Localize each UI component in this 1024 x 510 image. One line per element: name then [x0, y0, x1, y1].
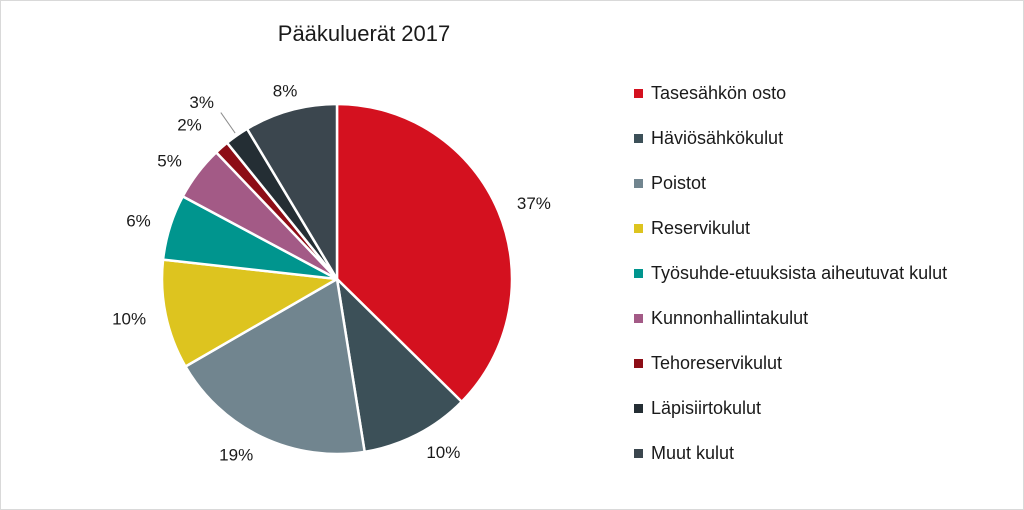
legend-label: Työsuhde-etuuksista aiheutuvat kulut: [651, 263, 948, 283]
slice-label-tehoreservikulut: 2%: [177, 115, 202, 134]
chart-title: Pääkuluerät 2017: [277, 21, 451, 46]
legend-swatch: [634, 359, 643, 368]
pie-slice-tasesahkon-osto: [335, 102, 514, 404]
pie-slice-poistot: [184, 277, 366, 456]
legend-item-lapisiirtokulut: Läpisiirtokulut: [634, 386, 947, 431]
legend-item-muut-kulut: Muut kulut: [634, 431, 947, 476]
slice-label-tyosuhde-etuuksista-aiheutuvat-kulut: 6%: [126, 212, 151, 231]
legend-swatch: [634, 404, 643, 413]
legend-label: Tasesähkön osto: [651, 83, 787, 103]
legend-swatch: [634, 224, 643, 233]
slice-label-tasesahkon-osto: 37%: [517, 194, 551, 213]
legend-label: Poistot: [651, 173, 707, 193]
legend-item-tyosuhde-etuuksista-aiheutuvat-kulut: Työsuhde-etuuksista aiheutuvat kulut: [634, 251, 947, 296]
slice-label-kunnonhallintakulut: 5%: [157, 151, 182, 170]
legend-swatch: [634, 449, 643, 458]
legend-swatch: [634, 314, 643, 323]
pie-slice-muut-kulut: [245, 102, 339, 281]
slice-label-reservikulut: 10%: [112, 309, 146, 328]
legend-label: Reservikulut: [651, 218, 751, 238]
legend-swatch: [634, 134, 643, 143]
legend-label: Kunnonhallintakulut: [651, 308, 809, 328]
legend-swatch: [634, 89, 643, 98]
slice-label-poistot: 19%: [219, 446, 253, 465]
legend-label: Häviösähkökulut: [651, 128, 784, 148]
pie-slice-reservikulut: [160, 258, 339, 368]
leader-line-lapisiirtokulut: [220, 112, 236, 134]
legend-item-kunnonhallintakulut: Kunnonhallintakulut: [634, 296, 947, 341]
leader-lines: [220, 112, 236, 134]
legend-item-reservikulut: Reservikulut: [634, 206, 947, 251]
legend-item-haviosahkokulut: Häviösähkökulut: [634, 116, 947, 161]
slice-labels: 37% 10% 19% 10% 6% 5% 2% 3% 8%: [112, 82, 551, 465]
pie-slices: [160, 102, 514, 456]
slice-label-haviosahkokulut: 10%: [426, 443, 460, 462]
pie-slice-haviosahkokulut: [335, 277, 463, 454]
legend: Tasesähkön osto Häviösähkökulut Poistot Res…: [634, 71, 947, 476]
legend-swatch: [634, 269, 643, 278]
legend-label: Tehoreservikulut: [651, 353, 783, 373]
slice-label-muut-kulut: 8%: [273, 82, 298, 101]
legend-swatch: [634, 179, 643, 188]
legend-item-tehoreservikulut: Tehoreservikulut: [634, 341, 947, 386]
legend-label: Läpisiirtokulut: [651, 398, 762, 418]
legend-item-tasesahkon-osto: Tasesähkön osto: [634, 71, 947, 116]
slice-label-lapisiirtokulut: 3%: [189, 93, 214, 112]
legend-item-poistot: Poistot: [634, 161, 947, 206]
legend-label: Muut kulut: [651, 443, 735, 463]
